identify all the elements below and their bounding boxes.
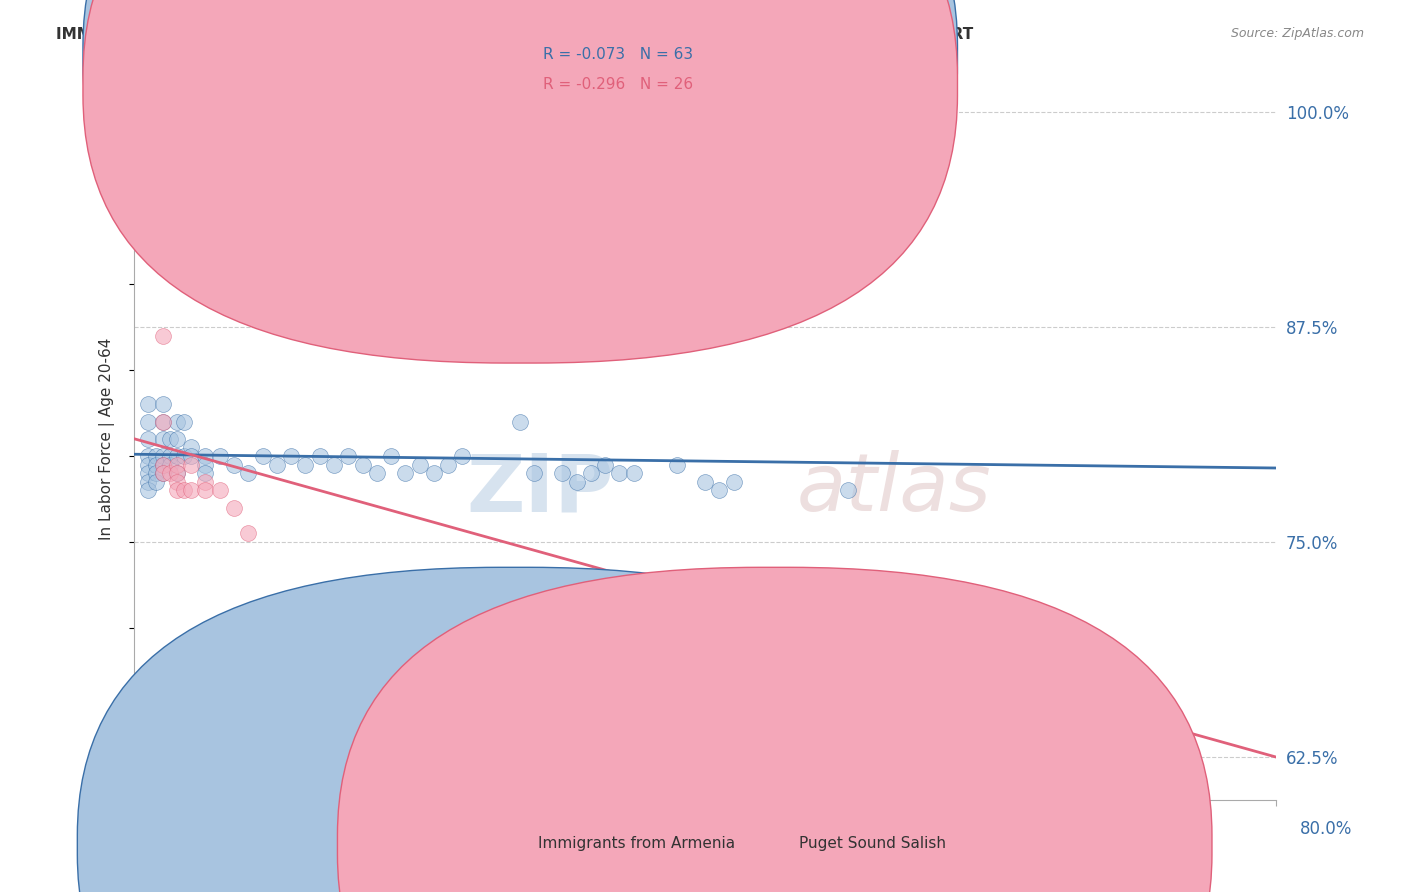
Point <box>408 458 430 472</box>
Point <box>723 475 745 489</box>
Point <box>152 466 174 480</box>
Point <box>152 397 174 411</box>
Point <box>173 483 195 498</box>
Point <box>159 458 181 472</box>
Point <box>173 449 195 463</box>
Point <box>166 466 188 480</box>
Point <box>551 466 574 480</box>
Point <box>593 458 616 472</box>
Point <box>152 328 174 343</box>
Point <box>138 449 160 463</box>
Point <box>252 449 274 463</box>
Point <box>423 466 446 480</box>
Point <box>194 475 217 489</box>
Point <box>152 458 174 472</box>
Point <box>166 449 188 463</box>
Point <box>152 466 174 480</box>
Point <box>665 458 688 472</box>
Point <box>266 458 288 472</box>
Point <box>523 466 546 480</box>
Point <box>138 466 160 480</box>
Point <box>337 449 360 463</box>
Point <box>159 466 181 480</box>
Point <box>138 432 160 446</box>
Point <box>194 483 217 498</box>
Point <box>173 415 195 429</box>
Point <box>352 458 374 472</box>
Point <box>222 458 245 472</box>
Point <box>837 483 859 498</box>
Point <box>509 415 531 429</box>
Point <box>145 449 167 463</box>
Point <box>208 449 231 463</box>
Point <box>194 449 217 463</box>
Text: ZIP: ZIP <box>467 450 614 528</box>
Point <box>222 500 245 515</box>
Point <box>166 483 188 498</box>
Point <box>180 458 202 472</box>
Point <box>152 449 174 463</box>
Point <box>709 483 731 498</box>
Point <box>152 415 174 429</box>
Point <box>166 458 188 472</box>
Point <box>138 475 160 489</box>
Point <box>145 475 167 489</box>
Text: 0.0%: 0.0% <box>127 820 169 838</box>
Point <box>609 466 631 480</box>
Point <box>138 483 160 498</box>
Text: Puget Sound Salish: Puget Sound Salish <box>799 837 946 851</box>
Point <box>451 449 474 463</box>
Point <box>208 483 231 498</box>
Point <box>394 466 416 480</box>
Point <box>280 449 302 463</box>
Point <box>308 449 330 463</box>
Y-axis label: In Labor Force | Age 20-64: In Labor Force | Age 20-64 <box>100 337 115 540</box>
Text: Source: ZipAtlas.com: Source: ZipAtlas.com <box>1230 27 1364 40</box>
Point <box>623 604 645 618</box>
Point <box>366 466 388 480</box>
Point <box>565 475 588 489</box>
Point <box>908 724 931 739</box>
Point <box>294 458 316 472</box>
Point <box>238 526 260 541</box>
Point <box>159 449 181 463</box>
Point <box>166 415 188 429</box>
Point <box>138 243 160 257</box>
Point <box>138 458 160 472</box>
Text: atlas: atlas <box>796 450 991 528</box>
Point <box>166 475 188 489</box>
Point <box>380 449 402 463</box>
Point <box>180 483 202 498</box>
Point <box>238 466 260 480</box>
Point <box>145 466 167 480</box>
Point <box>693 475 716 489</box>
Point <box>180 449 202 463</box>
Point <box>180 441 202 455</box>
Point <box>152 432 174 446</box>
Point <box>252 741 274 756</box>
Point <box>194 466 217 480</box>
Text: Immigrants from Armenia: Immigrants from Armenia <box>538 837 735 851</box>
Point <box>138 397 160 411</box>
Point <box>138 415 160 429</box>
Point <box>623 466 645 480</box>
Point <box>166 432 188 446</box>
Point <box>145 458 167 472</box>
Text: R = -0.296   N = 26: R = -0.296 N = 26 <box>543 78 693 92</box>
Point <box>194 458 217 472</box>
Point <box>159 432 181 446</box>
Point <box>152 879 174 892</box>
Point <box>152 415 174 429</box>
Point <box>252 656 274 670</box>
Text: 80.0%: 80.0% <box>1301 820 1353 838</box>
Point <box>437 458 460 472</box>
Point <box>579 466 602 480</box>
Point <box>152 458 174 472</box>
Text: IMMIGRANTS FROM ARMENIA VS PUGET SOUND SALISH IN LABOR FORCE | AGE 20-64 CORRELA: IMMIGRANTS FROM ARMENIA VS PUGET SOUND S… <box>56 27 973 43</box>
Point <box>166 466 188 480</box>
Text: R = -0.073   N = 63: R = -0.073 N = 63 <box>543 47 693 62</box>
Point <box>323 458 346 472</box>
